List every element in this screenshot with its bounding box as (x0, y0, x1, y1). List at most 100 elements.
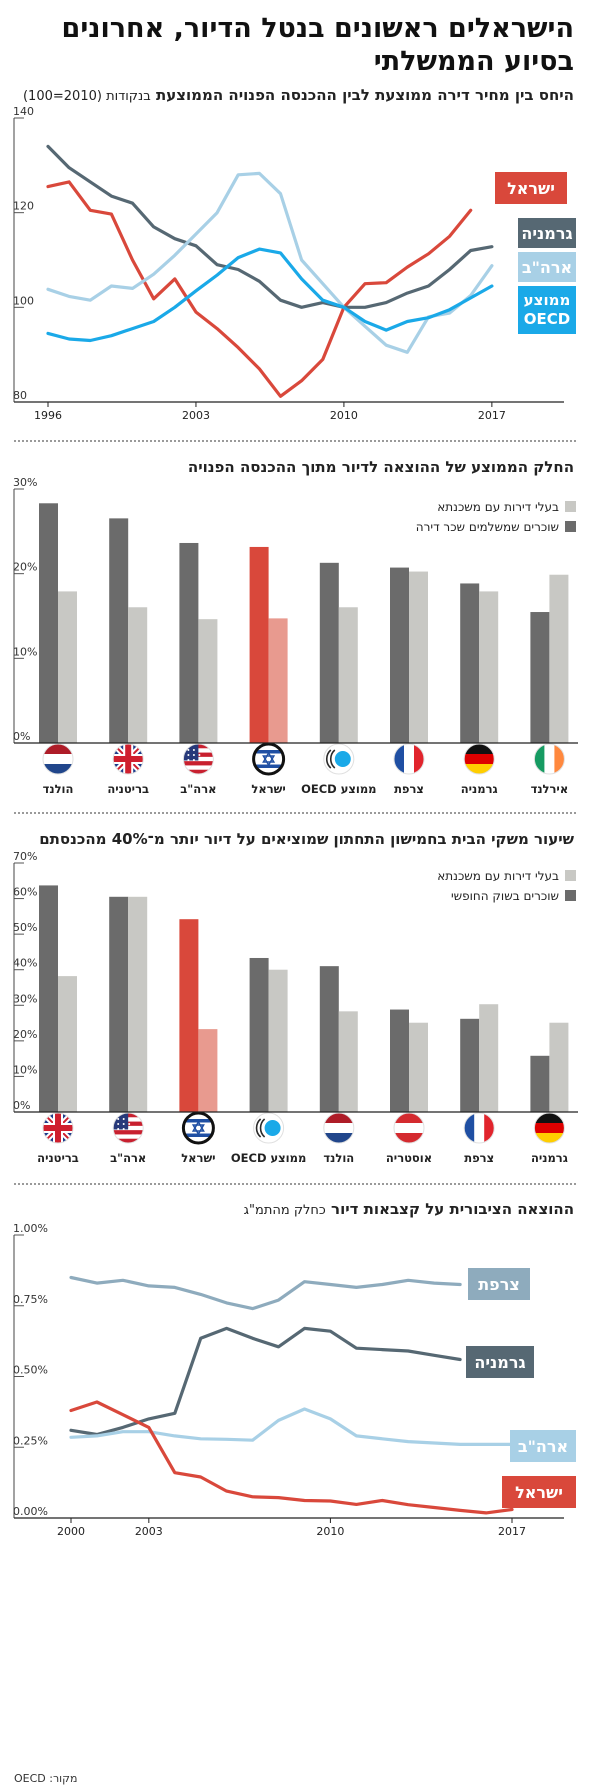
usa-flag-icon (182, 743, 214, 775)
bar-germany-renters (530, 1055, 550, 1112)
flag-ring (181, 1111, 215, 1145)
legend-label-1: שוכרים בשוק החופשי (451, 889, 559, 903)
flag-stripe (43, 764, 73, 774)
france-flag-icon (393, 743, 425, 775)
y-tick-label: 30% (13, 992, 37, 1005)
oecd-flag-icon (253, 1112, 285, 1144)
flag-star (198, 749, 201, 751)
y-tick-label: 10% (13, 1063, 37, 1076)
bar-uk-owners (58, 976, 77, 1112)
netherlands-flag-icon (42, 743, 74, 775)
flag-ring (112, 743, 144, 775)
flag-star (192, 754, 195, 756)
flag-stripe (464, 1113, 475, 1143)
flag-body (113, 744, 144, 774)
category-label: ממוצע OECD (231, 1151, 306, 1165)
flag-ring (323, 1112, 355, 1144)
germany-flag-icon (533, 1112, 565, 1144)
flag-ring (42, 743, 74, 775)
oecd-dot (334, 751, 351, 767)
flag-stripe (394, 1113, 424, 1124)
legend-label-0: בעלי דירות עם משכנתא (437, 869, 559, 883)
flag-stripe (113, 1138, 144, 1143)
flag-ring (463, 1112, 495, 1144)
legend-swatch-1 (565, 521, 576, 532)
uk-flag-icon (42, 1112, 74, 1144)
bar-israel-owners (268, 618, 288, 743)
chart1-title: היחס בין מחיר דירה ממוצעת לבין ההכנסה הפ… (14, 86, 574, 104)
series-label-box-israel (502, 1476, 576, 1508)
y-tick-label: 120 (13, 200, 34, 213)
flag-body (323, 1113, 354, 1143)
flag-star (117, 1123, 120, 1125)
series-label-box-usa (518, 252, 576, 282)
flag-ring (533, 743, 565, 775)
chart4-housing-allowances: 0.00% 0.25% 0.50% 0.75% 1.00% 2000 2003 2010 201… (13, 1222, 576, 1538)
bar-israel-renters (249, 546, 269, 743)
bar-france-owners (409, 571, 428, 743)
flag-stripe (474, 1113, 485, 1143)
chart4-title-text: ההוצאה הציבורית על קצבאות דיור (331, 1200, 574, 1218)
bar-germany-owners (479, 591, 499, 743)
flag-ring (182, 743, 214, 775)
bar-oecd-owners (268, 969, 288, 1112)
flag-ring (252, 742, 286, 776)
flag-star (192, 759, 195, 761)
category-label: בריטניה (107, 782, 149, 796)
chart2-housing-share: 0% 10% 20% 30% הולנד בריטניה ארה"ב ישראל ממוצע O… (13, 476, 578, 796)
flag-stripe (534, 1123, 565, 1134)
flag-body (113, 1113, 144, 1143)
bar-france-owners (479, 1004, 499, 1112)
flag-star (198, 754, 201, 756)
flag-stripe (534, 744, 545, 774)
series-label-box-france (468, 1268, 530, 1300)
series-label-box-israel (495, 172, 567, 204)
y-tick-label: 10% (13, 645, 37, 658)
flag-stripe (484, 1113, 495, 1143)
bar-germany-owners (549, 1022, 569, 1112)
flag-body (183, 744, 214, 774)
source-note: מקור: OECD (14, 1772, 78, 1785)
bar-usa-owners (198, 619, 218, 743)
series-line-2 (46, 171, 494, 354)
series-line-1 (69, 1326, 462, 1437)
flag-body (43, 744, 73, 774)
divider-1 (14, 440, 576, 442)
x-tick-label: 2010 (316, 1525, 344, 1538)
bar-uk-owners (128, 607, 148, 743)
flag-stripe (404, 744, 415, 774)
x-tick-label: 2017 (498, 1525, 526, 1538)
y-tick-label: 70% (13, 850, 37, 863)
chart1-price-to-income: 80 100 120 140 1996 2003 2010 2017 ישראל גרמניה אר… (13, 105, 576, 422)
flag-stripe (534, 1133, 565, 1143)
category-label: אוסטריה (386, 1151, 432, 1165)
category-label: הולנד (43, 782, 74, 796)
bar-netherlands-owners (338, 1011, 358, 1112)
flag-stripe (183, 765, 214, 771)
flag-star (191, 1124, 205, 1136)
chart3-bottom-quintile: 0% 10% 20% 30% 40% 50% 60% 70% בריטניה ארה"ב ישראל… (13, 850, 578, 1165)
flag-body (464, 1113, 495, 1143)
category-label: ארה"ב (180, 782, 216, 796)
y-tick-label: 100 (13, 294, 34, 307)
flag-star (262, 755, 276, 767)
flag-stripe (323, 1133, 354, 1143)
y-tick-label: 30% (13, 476, 37, 489)
category-label: הולנד (323, 1151, 354, 1165)
bar-usa-renters (179, 542, 199, 743)
series-label-germany: גרמניה (474, 1353, 525, 1372)
category-label: גרמניה (531, 1151, 568, 1165)
flag-stripe (394, 744, 405, 774)
flag-star (187, 759, 190, 761)
bar-ireland-owners (549, 574, 569, 743)
chart3-title: שיעור משקי הבית בחמישון התחתון שמוציאים … (39, 830, 574, 848)
series-line-2 (69, 1407, 514, 1446)
flag-stripe (394, 1123, 424, 1134)
y-tick-label: 0% (13, 730, 30, 743)
legend-swatch-1 (565, 890, 576, 901)
bar-ireland-renters (530, 612, 550, 743)
series-label-germany: גרמניה (521, 224, 572, 243)
x-tick-label: 2003 (135, 1525, 163, 1538)
flag-ring (323, 743, 355, 775)
y-tick-label: 20% (13, 1028, 37, 1041)
